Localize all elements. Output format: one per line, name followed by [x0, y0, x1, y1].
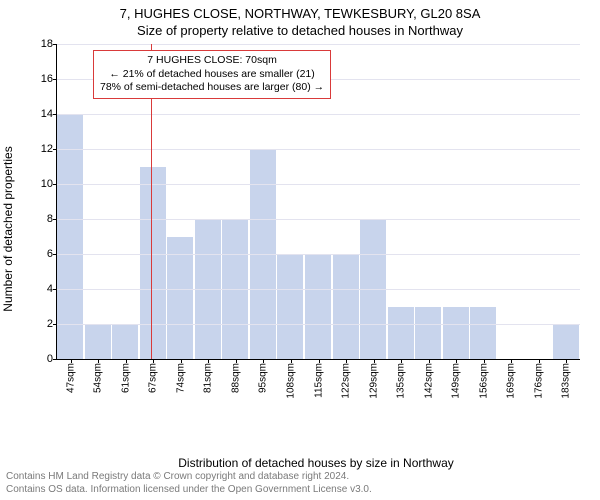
gridline: [57, 289, 580, 290]
histogram-bar: [553, 324, 580, 359]
annotation-line: 7 HUGHES CLOSE: 70sqm: [100, 54, 324, 68]
y-tick-label: 2: [47, 318, 57, 330]
y-tick-label: 10: [41, 178, 57, 190]
footer-line-2: Contains OS data. Information licensed u…: [6, 484, 372, 497]
page-title: 7, HUGHES CLOSE, NORTHWAY, TEWKESBURY, G…: [0, 6, 600, 23]
x-tick-label: 108sqm: [285, 363, 296, 399]
histogram-bar: [277, 254, 304, 359]
x-tick-label: 176sqm: [533, 363, 544, 399]
x-tick-label: 54sqm: [93, 363, 104, 393]
y-tick-label: 14: [41, 108, 57, 120]
gridline: [57, 114, 580, 115]
x-tick-label: 67sqm: [148, 363, 159, 393]
x-tick-label: 122sqm: [341, 363, 352, 399]
histogram-bar: [333, 254, 360, 359]
histogram-bar: [112, 324, 139, 359]
x-tick-label: 88sqm: [230, 363, 241, 393]
y-tick-label: 0: [47, 353, 57, 365]
x-axis-label: Distribution of detached houses by size …: [178, 456, 453, 470]
gridline: [57, 184, 580, 185]
x-tick-label: 115sqm: [313, 363, 324, 398]
gridline: [57, 149, 580, 150]
y-axis-label: Number of detached properties: [1, 146, 15, 311]
y-tick-label: 6: [47, 248, 57, 260]
title-block: 7, HUGHES CLOSE, NORTHWAY, TEWKESBURY, G…: [0, 0, 600, 40]
x-tick-label: 169sqm: [506, 363, 517, 399]
y-tick-label: 12: [41, 143, 57, 155]
annotation-line: 78% of semi-detached houses are larger (…: [100, 81, 324, 95]
histogram-bar: [85, 324, 112, 359]
x-tick-label: 61sqm: [120, 363, 131, 393]
annotation-line: ← 21% of detached houses are smaller (21…: [100, 68, 324, 82]
gridline: [57, 254, 580, 255]
gridline: [57, 44, 580, 45]
x-tick-label: 156sqm: [478, 363, 489, 399]
gridline: [57, 219, 580, 220]
annotation-box: 7 HUGHES CLOSE: 70sqm← 21% of detached h…: [93, 50, 331, 99]
x-tick-label: 129sqm: [368, 363, 379, 399]
x-tick-label: 74sqm: [175, 363, 186, 393]
x-tick-label: 95sqm: [258, 363, 269, 393]
y-tick-label: 4: [47, 283, 57, 295]
x-tick-label: 81sqm: [203, 363, 214, 393]
x-tick-label: 47sqm: [65, 363, 76, 393]
x-tick-label: 149sqm: [451, 363, 462, 399]
gridline: [57, 324, 580, 325]
histogram-bar: [443, 307, 470, 360]
x-tick-label: 135sqm: [396, 363, 407, 399]
x-tick-label: 142sqm: [423, 363, 434, 399]
histogram-bar: [305, 254, 332, 359]
histogram-bar: [140, 167, 167, 360]
x-tick-label: 183sqm: [561, 363, 572, 399]
histogram-bar: [57, 114, 84, 359]
y-tick-label: 8: [47, 213, 57, 225]
footer-line-1: Contains HM Land Registry data © Crown c…: [6, 471, 372, 484]
histogram-bar: [388, 307, 415, 360]
page-subtitle: Size of property relative to detached ho…: [0, 23, 600, 40]
plot-wrap: Number of detached properties 0246810121…: [44, 44, 588, 414]
histogram-bar: [470, 307, 497, 360]
histogram-bar: [415, 307, 442, 360]
footer-block: Contains HM Land Registry data © Crown c…: [6, 471, 372, 496]
chart-area: 02468101214161847sqm54sqm61sqm67sqm74sqm…: [56, 44, 580, 360]
y-tick-label: 18: [41, 38, 57, 50]
y-tick-label: 16: [41, 73, 57, 85]
